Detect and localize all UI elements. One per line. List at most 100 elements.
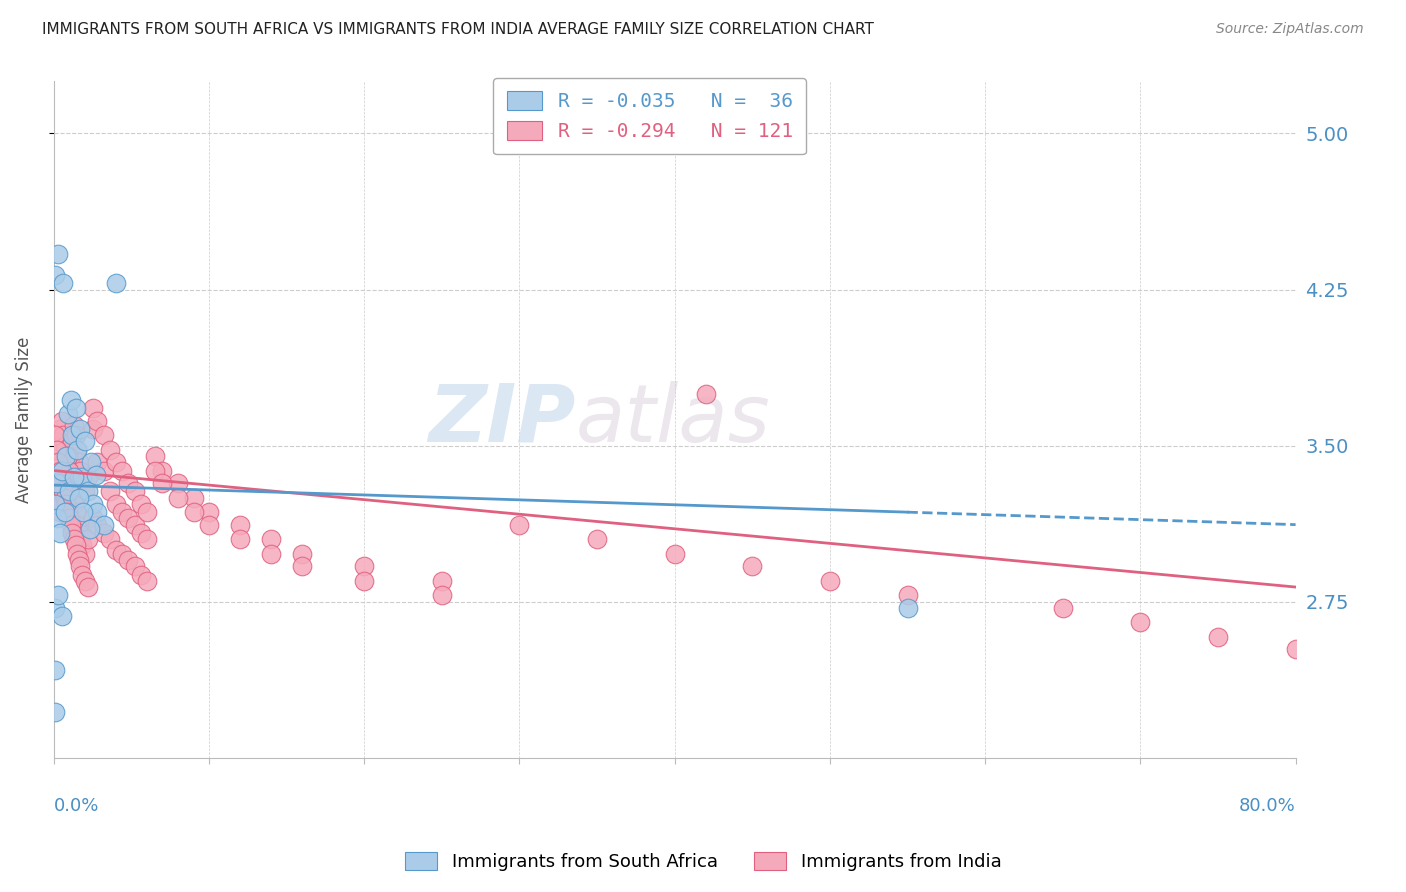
Text: IMMIGRANTS FROM SOUTH AFRICA VS IMMIGRANTS FROM INDIA AVERAGE FAMILY SIZE CORREL: IMMIGRANTS FROM SOUTH AFRICA VS IMMIGRAN…	[42, 22, 875, 37]
Point	[65, 428, 87, 442]
Point	[66, 517, 89, 532]
Point	[56, 459, 79, 474]
Point	[77, 470, 100, 484]
Point	[52, 277, 75, 291]
Point	[65, 401, 87, 416]
Point	[53, 439, 76, 453]
Point	[664, 547, 686, 561]
Point	[143, 449, 166, 463]
Point	[48, 500, 70, 515]
Point	[111, 464, 134, 478]
Point	[136, 532, 159, 546]
Point	[93, 517, 115, 532]
Point	[77, 532, 100, 546]
Point	[73, 574, 96, 588]
Point	[143, 464, 166, 478]
Point	[1129, 615, 1152, 630]
Point	[741, 559, 763, 574]
Point	[51, 497, 73, 511]
Point	[62, 434, 84, 449]
Point	[152, 464, 174, 478]
Point	[66, 442, 89, 457]
Text: ZIP: ZIP	[427, 381, 575, 458]
Point	[63, 532, 86, 546]
Point	[45, 491, 67, 505]
Point	[63, 417, 86, 432]
Point	[167, 476, 190, 491]
Point	[291, 547, 314, 561]
Point	[44, 497, 66, 511]
Point	[1284, 642, 1306, 657]
Point	[1052, 600, 1074, 615]
Point	[51, 464, 73, 478]
Point	[55, 449, 77, 463]
Point	[183, 491, 205, 505]
Point	[896, 600, 918, 615]
Point	[84, 467, 107, 482]
Point	[73, 434, 96, 449]
Point	[52, 484, 75, 499]
Point	[58, 470, 80, 484]
Point	[52, 428, 75, 442]
Point	[129, 497, 152, 511]
Point	[53, 491, 76, 505]
Point	[44, 455, 66, 469]
Point	[896, 588, 918, 602]
Point	[66, 547, 89, 561]
Point	[56, 505, 79, 519]
Point	[82, 401, 104, 416]
Point	[48, 247, 70, 261]
Point	[82, 497, 104, 511]
Point	[51, 609, 73, 624]
Point	[59, 517, 82, 532]
Point	[73, 484, 96, 499]
Point	[55, 497, 77, 511]
Point	[69, 559, 91, 574]
Text: 0.0%: 0.0%	[53, 797, 100, 814]
Point	[51, 476, 73, 491]
Point	[66, 442, 89, 457]
Point	[55, 459, 77, 474]
Point	[70, 567, 93, 582]
Point	[98, 442, 121, 457]
Point	[58, 484, 80, 499]
Point	[67, 525, 90, 540]
Point	[59, 476, 82, 491]
Point	[63, 470, 86, 484]
Point	[77, 484, 100, 499]
Point	[98, 484, 121, 499]
Point	[49, 525, 72, 540]
Point	[44, 705, 66, 719]
Point	[56, 408, 79, 422]
Point	[45, 476, 67, 491]
Point	[93, 464, 115, 478]
Point	[86, 505, 108, 519]
Point	[229, 517, 252, 532]
Point	[49, 505, 72, 519]
Point	[79, 522, 101, 536]
Text: Source: ZipAtlas.com: Source: ZipAtlas.com	[1216, 22, 1364, 37]
Point	[73, 547, 96, 561]
Point	[86, 455, 108, 469]
Point	[65, 538, 87, 552]
Point	[44, 268, 66, 282]
Point	[51, 414, 73, 428]
Point	[111, 547, 134, 561]
Point	[695, 386, 717, 401]
Point	[45, 442, 67, 457]
Point	[129, 567, 152, 582]
Point	[82, 511, 104, 525]
Point	[86, 414, 108, 428]
Point	[58, 464, 80, 478]
Point	[62, 428, 84, 442]
Point	[430, 574, 453, 588]
Point	[69, 532, 91, 546]
Point	[104, 455, 127, 469]
Point	[129, 525, 152, 540]
Point	[111, 505, 134, 519]
Point	[86, 517, 108, 532]
Point	[49, 422, 72, 436]
Point	[65, 505, 87, 519]
Point	[59, 392, 82, 407]
Text: 80.0%: 80.0%	[1239, 797, 1295, 814]
